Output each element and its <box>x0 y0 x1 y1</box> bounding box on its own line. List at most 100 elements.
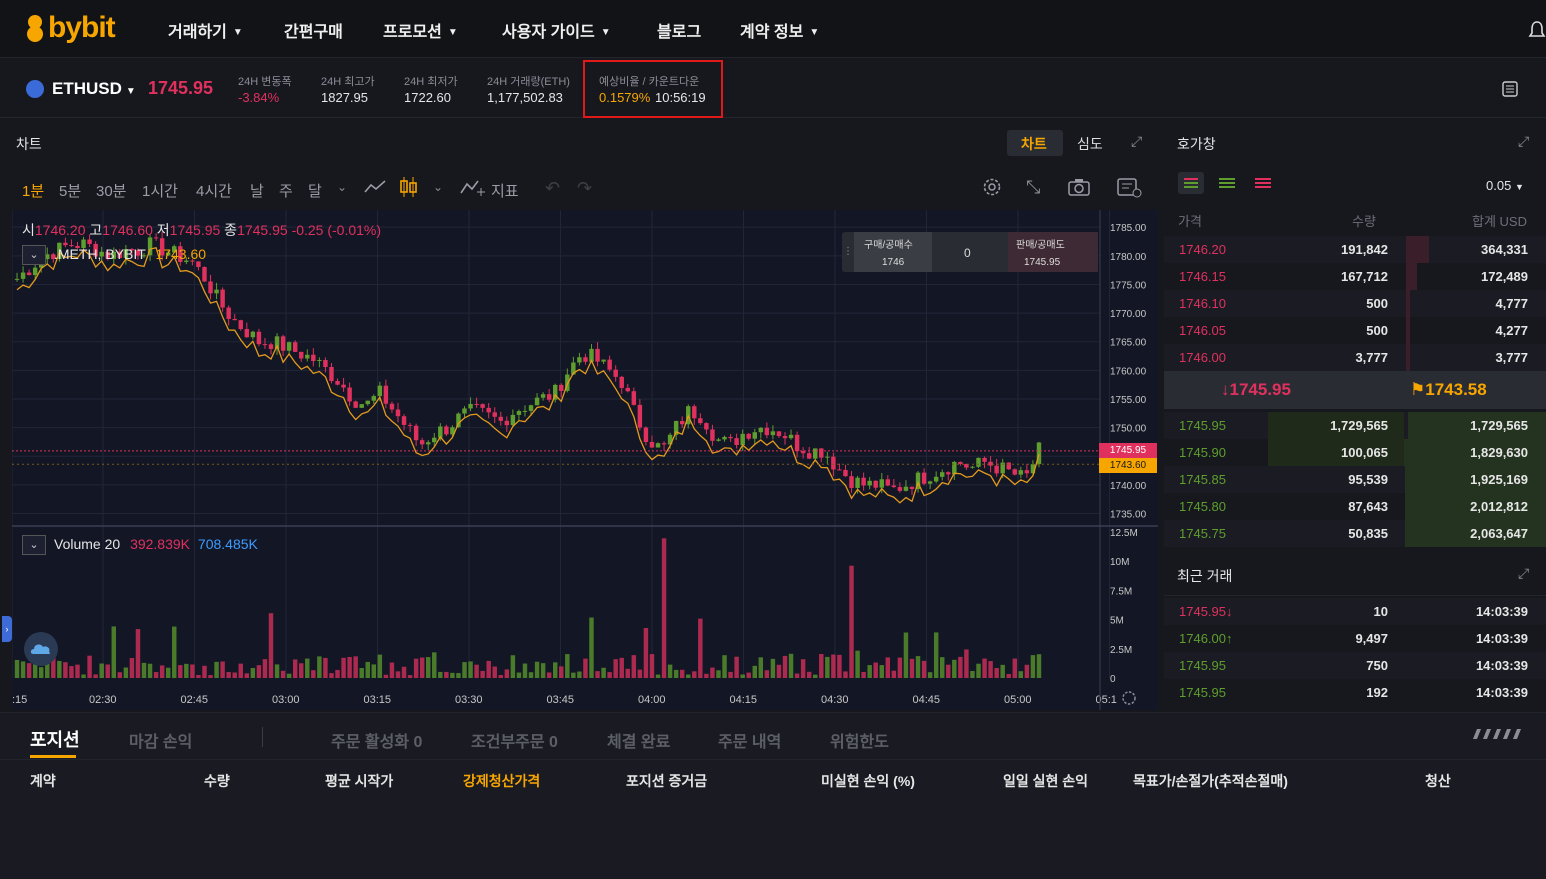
ask-row[interactable]: 1746.10 500 4,777 <box>1164 290 1546 317</box>
bid-row[interactable]: 1745.80 87,643 2,012,812 <box>1164 493 1546 520</box>
buy-sell-widget: ⋮ 구매/공매수 1746 0 판매/공매도 1745.95 <box>842 232 1098 272</box>
chart-template-icon[interactable] <box>1117 177 1143 199</box>
candle-body <box>153 237 159 239</box>
sell-button[interactable]: 판매/공매도 1745.95 <box>1008 232 1098 272</box>
nav-trade[interactable]: 거래하기 ▼ <box>168 18 243 42</box>
camera-icon[interactable] <box>1067 177 1091 197</box>
candle-body <box>752 432 757 439</box>
volume-bar <box>32 664 38 678</box>
nav-promotion[interactable]: 프로모션 ▼ <box>383 18 458 42</box>
drag-handle-icon[interactable]: ⋮ <box>843 246 853 257</box>
bid-row[interactable]: 1745.95 1,729,565 1,729,565 <box>1164 412 1546 439</box>
ask-row[interactable]: 1746.15 167,712 172,489 <box>1164 263 1546 290</box>
candle-body <box>498 416 504 421</box>
timeframe-4h[interactable]: 4시간 <box>196 183 232 200</box>
timeframe-30m[interactable]: 30분 <box>96 183 127 200</box>
volume-bar <box>667 664 673 678</box>
candle-body <box>323 360 328 367</box>
side-panel-toggle[interactable]: › <box>2 616 12 642</box>
expand-icon[interactable]: ⤢ <box>1131 133 1143 149</box>
volume-bar <box>129 658 135 678</box>
mid-mark-price: ⚑1743.58 <box>1410 380 1487 400</box>
nav-quick-buy[interactable]: 간편구매 <box>284 18 343 42</box>
nav-contract-info[interactable]: 계약 정보 ▼ <box>740 18 819 42</box>
expand-icon[interactable]: ⤢ <box>1518 565 1530 581</box>
candle-body <box>861 477 866 486</box>
tab-chart[interactable]: 차트 <box>1007 130 1063 156</box>
nav-blog[interactable]: 블로그 <box>657 18 701 42</box>
candle-body <box>794 434 800 452</box>
candle-body <box>994 465 999 474</box>
candle-body <box>99 251 104 257</box>
indicators-button[interactable]: 지표 <box>491 183 519 200</box>
tab-risk-limit[interactable]: 위험한도 <box>830 734 889 751</box>
candle-body <box>1024 470 1030 474</box>
settings-gear-icon[interactable] <box>981 176 1003 198</box>
candlestick-icon[interactable] <box>399 176 419 198</box>
timeframe-month[interactable]: 달 <box>308 183 322 200</box>
collapse-legend-button[interactable]: ⌄ <box>22 245 46 265</box>
timeframe-day[interactable]: 날 <box>250 183 264 200</box>
bid-depth-bar <box>1408 412 1546 439</box>
candle-body <box>208 281 213 294</box>
volume-bar <box>661 538 667 678</box>
tab-filled[interactable]: 체결 완료 <box>607 734 671 751</box>
x-tick-label: 05:00 <box>1004 694 1032 706</box>
bell-icon[interactable] <box>1528 20 1546 40</box>
collapse-volume-button[interactable]: ⌄ <box>22 535 46 555</box>
orderbook-both-icon <box>1184 178 1198 188</box>
tab-closed-pnl[interactable]: 마감 손익 <box>129 734 193 751</box>
timeframe-week[interactable]: 주 <box>279 183 293 200</box>
chevron-down-icon[interactable]: ⌄ <box>337 180 348 194</box>
fullscreen-icon[interactable]: ⤡ <box>1026 177 1041 197</box>
tab-depth[interactable]: 심도 <box>1063 130 1119 156</box>
price-chart-svg: 1785.00 1780.00 1775.00 1770.00 1765.00 1760.… <box>12 210 1158 710</box>
bid-qty-bar <box>1268 439 1404 466</box>
orderbook-step-select[interactable]: 0.05 ▼ <box>1486 178 1524 193</box>
ask-row[interactable]: 1746.20 191,842 364,331 <box>1164 236 1546 263</box>
expand-icon[interactable]: ⤢ <box>1518 133 1530 149</box>
undo-icon[interactable]: ↶ <box>545 178 561 198</box>
bid-row[interactable]: 1745.85 95,539 1,925,169 <box>1164 466 1546 493</box>
volume-bar <box>813 674 818 678</box>
bid-row[interactable]: 1745.75 50,835 2,063,647 <box>1164 520 1546 547</box>
nav-user-guide[interactable]: 사용자 가이드 ▼ <box>502 18 611 42</box>
orderbook-bids-icon[interactable] <box>1216 172 1238 194</box>
tradingview-logo-icon[interactable] <box>24 632 58 666</box>
more-options-icon[interactable] <box>1470 728 1522 740</box>
symbol-selector[interactable]: ETHUSD ▼ <box>52 79 136 99</box>
timeframe-5m[interactable]: 5분 <box>59 183 82 200</box>
indicator-icon[interactable] <box>460 178 486 196</box>
candle-body <box>226 307 231 319</box>
candle-body <box>141 255 147 257</box>
redo-icon[interactable]: ↷ <box>577 178 593 198</box>
volume-bar <box>1024 664 1030 678</box>
y-tick-label: 1780.00 <box>1110 252 1147 263</box>
candle-body <box>129 249 135 251</box>
line-chart-icon[interactable] <box>364 179 386 195</box>
timeframe-1m[interactable]: 1분 <box>22 183 45 200</box>
orderbook-asks-icon[interactable] <box>1252 172 1274 194</box>
bid-row[interactable]: 1745.90 100,065 1,829,630 <box>1164 439 1546 466</box>
ask-row[interactable]: 1746.00 3,777 3,777 <box>1164 344 1546 371</box>
candle-body <box>546 394 552 400</box>
volume-bar <box>831 654 836 678</box>
tab-divider <box>262 727 263 747</box>
layout-settings-icon[interactable] <box>1502 81 1518 97</box>
volume-bar <box>625 668 630 678</box>
bybit-logo[interactable]: bybit <box>24 10 116 46</box>
price-chart[interactable]: 1785.00 1780.00 1775.00 1770.00 1765.00 1760.… <box>12 210 1158 710</box>
buy-button[interactable]: 구매/공매수 1746 <box>854 232 932 272</box>
tab-conditional-orders[interactable]: 조건부주문 0 <box>471 734 558 751</box>
ask-row[interactable]: 1746.05 500 4,277 <box>1164 317 1546 344</box>
chevron-down-icon[interactable]: ⌄ <box>433 180 444 194</box>
tab-order-history[interactable]: 주문 내역 <box>718 734 782 751</box>
timeframe-1h[interactable]: 1시간 <box>142 183 178 200</box>
volume-bar <box>571 672 576 678</box>
tab-positions[interactable]: 포지션 <box>30 730 80 750</box>
volume-bar <box>93 674 98 678</box>
volume-bar <box>486 660 491 678</box>
tab-active-orders[interactable]: 주문 활성화 0 <box>331 734 423 751</box>
orderbook-view-both-button[interactable] <box>1178 172 1204 194</box>
trade-qty: 192 <box>1366 685 1388 700</box>
